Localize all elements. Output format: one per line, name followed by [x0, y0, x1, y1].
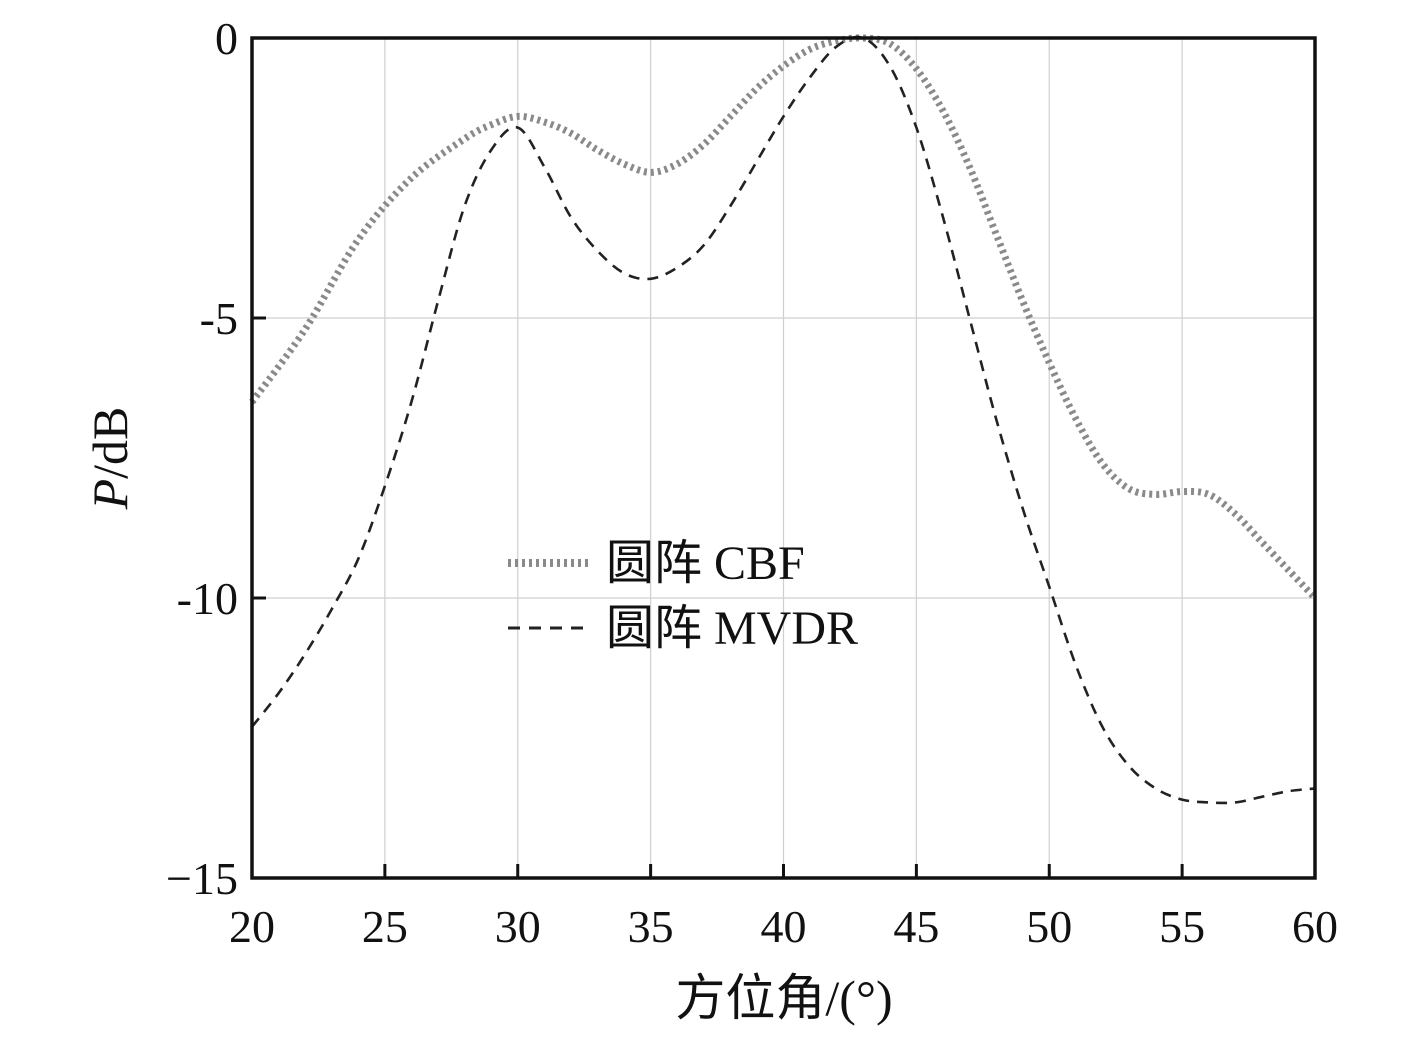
- series-layer: [249, 34, 1318, 805]
- x-tick-label-20: 20: [229, 901, 275, 952]
- y-axis-title-var: P: [82, 479, 138, 511]
- x-tick-label-45: 45: [893, 901, 939, 952]
- y-axis-title: P/dB: [82, 407, 138, 511]
- y-tick-label--5: -5: [200, 293, 238, 344]
- y-axis-title-unit: /dB: [82, 407, 138, 479]
- x-tick-label-60: 60: [1292, 901, 1338, 952]
- x-axis-title: 方位角/(°): [675, 970, 892, 1026]
- y-tick-label--15: −15: [166, 853, 238, 904]
- legend: 圆阵 CBF 圆阵 MVDR: [508, 537, 858, 655]
- x-tick-label-55: 55: [1159, 901, 1205, 952]
- x-tick-label-50: 50: [1026, 901, 1072, 952]
- x-tick-label-40: 40: [761, 901, 807, 952]
- svg-text:P/dB: P/dB: [82, 407, 138, 511]
- y-tick-label--10: -10: [177, 573, 238, 624]
- grid-lines: [252, 38, 1315, 878]
- series-line-mvdr: [250, 35, 1316, 805]
- y-tick-label-0: 0: [215, 13, 238, 64]
- x-tick-label-25: 25: [362, 901, 408, 952]
- x-tick-label-35: 35: [628, 901, 674, 952]
- legend-label-cbf: 圆阵 CBF: [606, 537, 805, 590]
- x-tick-label-30: 30: [495, 901, 541, 952]
- legend-label-mvdr: 圆阵 MVDR: [606, 602, 858, 655]
- ticks: 20 25 30 35 40 45 50 55 60 0 -5 -10 −15: [166, 13, 1338, 952]
